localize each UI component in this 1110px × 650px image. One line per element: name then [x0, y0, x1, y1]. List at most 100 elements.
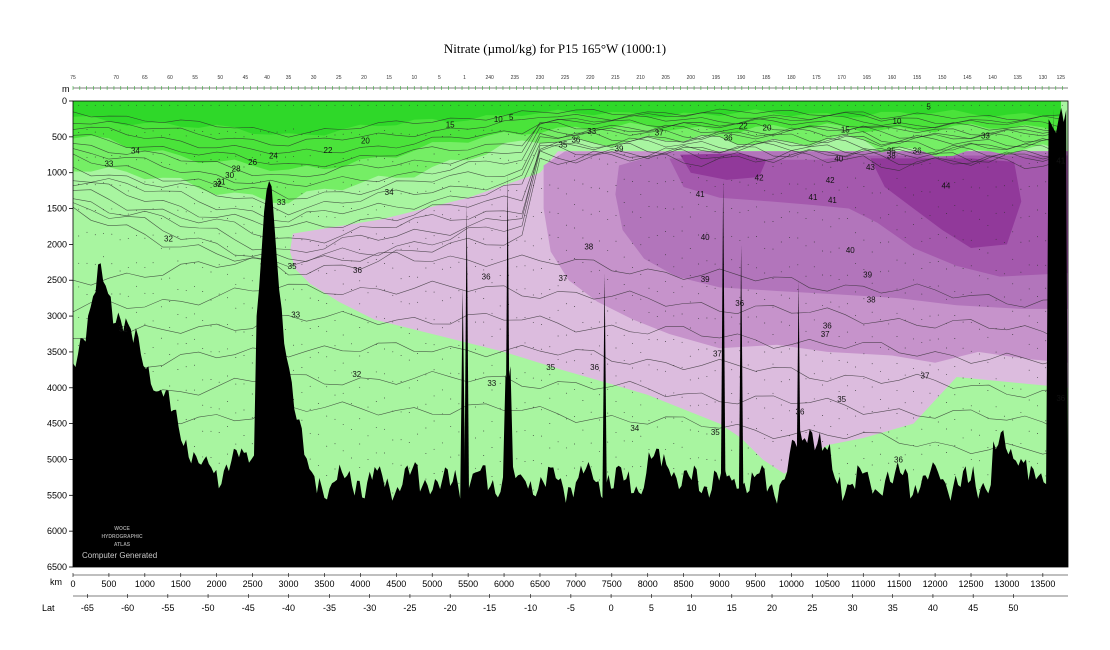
sample-dot	[1012, 204, 1014, 206]
station-label: 45	[243, 75, 249, 81]
sample-dot	[475, 243, 476, 244]
km-tick-label: 6500	[530, 579, 550, 589]
sample-dot	[441, 327, 443, 329]
sample-dot	[665, 417, 666, 419]
station-label: 220	[586, 75, 595, 81]
sample-dot	[756, 182, 757, 184]
sample-dot	[879, 192, 881, 194]
sample-dot	[1003, 130, 1005, 132]
sample-dot	[970, 377, 972, 379]
sample-dot	[152, 181, 154, 183]
sample-dot	[235, 283, 237, 285]
sample-dot	[351, 260, 352, 262]
seafloor-bathymetry	[73, 107, 1068, 567]
sample-dot	[665, 310, 666, 312]
contour-label: 36	[590, 363, 599, 372]
sample-dot	[590, 213, 592, 215]
sample-dot	[598, 187, 600, 189]
sample-dot	[830, 377, 832, 379]
depth-tick-label: 4000	[47, 383, 67, 393]
sample-dot	[516, 216, 518, 218]
contour-label: 32	[213, 180, 222, 189]
sample-dot	[756, 159, 757, 161]
sample-dot	[813, 183, 815, 185]
lat-tick-label: 50	[1008, 603, 1018, 613]
sample-dot	[590, 326, 592, 328]
sample-dot	[144, 131, 146, 133]
sample-dot	[1003, 327, 1005, 329]
sample-dot	[863, 298, 865, 300]
sample-dot	[326, 165, 328, 167]
sample-dot	[623, 202, 625, 203]
sample-dot	[913, 194, 914, 196]
sample-dot	[86, 294, 88, 296]
sample-dot	[450, 348, 452, 350]
sample-dot	[879, 370, 881, 372]
sample-dot	[764, 407, 766, 409]
station-label: 50	[217, 75, 223, 81]
sample-dot	[970, 321, 972, 323]
sample-dot	[896, 389, 898, 391]
sample-dot	[698, 153, 700, 155]
sample-dot	[979, 460, 981, 462]
sample-dot	[1028, 215, 1030, 217]
sample-dot	[309, 272, 311, 273]
sample-dot	[450, 398, 452, 400]
sample-dot	[921, 163, 923, 165]
sample-dot	[351, 184, 352, 186]
sample-dot	[797, 133, 799, 134]
contour-label: 22	[324, 146, 333, 155]
chart-title: Nitrate (µmol/kg) for P15 165°W (1000:1)	[443, 41, 667, 56]
sample-dot	[797, 264, 799, 266]
sample-dot	[689, 355, 691, 357]
sample-dot	[739, 239, 741, 241]
sample-dot	[731, 235, 733, 237]
sample-dot	[400, 355, 402, 357]
sample-dot	[607, 279, 609, 281]
sample-dot	[838, 390, 840, 392]
contour-label: 22	[739, 121, 748, 130]
sample-dot	[400, 133, 402, 135]
contour-line	[73, 131, 1061, 216]
sample-dot	[326, 415, 328, 417]
sample-dot	[317, 464, 319, 466]
sample-dot	[673, 338, 675, 340]
sample-dot	[441, 214, 443, 216]
sample-dot	[202, 104, 204, 106]
sample-dot	[532, 245, 534, 247]
sample-dot	[681, 230, 683, 232]
sample-dot	[1053, 104, 1055, 106]
sample-dot	[532, 460, 534, 461]
sample-dot	[301, 164, 303, 166]
sample-dot	[483, 269, 485, 271]
sample-dot	[673, 104, 675, 106]
sample-dot	[342, 257, 344, 259]
sample-dot	[532, 435, 534, 436]
sample-dot	[524, 317, 526, 319]
sample-dot	[111, 104, 113, 106]
sample-dot	[491, 364, 493, 366]
sample-dot	[532, 489, 534, 491]
sample-dot	[921, 240, 923, 242]
sample-dot	[681, 131, 683, 133]
sample-dot	[516, 458, 518, 460]
sample-dot	[772, 306, 774, 308]
contour-label: 36	[796, 407, 805, 416]
sample-dot	[937, 156, 939, 158]
sample-dot	[615, 215, 617, 217]
sample-dot	[623, 154, 625, 156]
sample-dot	[1020, 104, 1022, 106]
sample-dot	[632, 181, 633, 182]
sample-dot	[615, 347, 617, 349]
contour-label: 34	[385, 188, 394, 197]
sample-dot	[913, 104, 914, 106]
sample-dot	[326, 330, 328, 332]
sample-dot	[954, 419, 956, 420]
sample-dot	[797, 104, 799, 106]
sample-dot	[937, 285, 939, 287]
sample-dot	[706, 459, 708, 460]
sample-dot	[359, 466, 361, 468]
sample-dot	[251, 417, 253, 419]
sample-dot	[251, 335, 253, 336]
